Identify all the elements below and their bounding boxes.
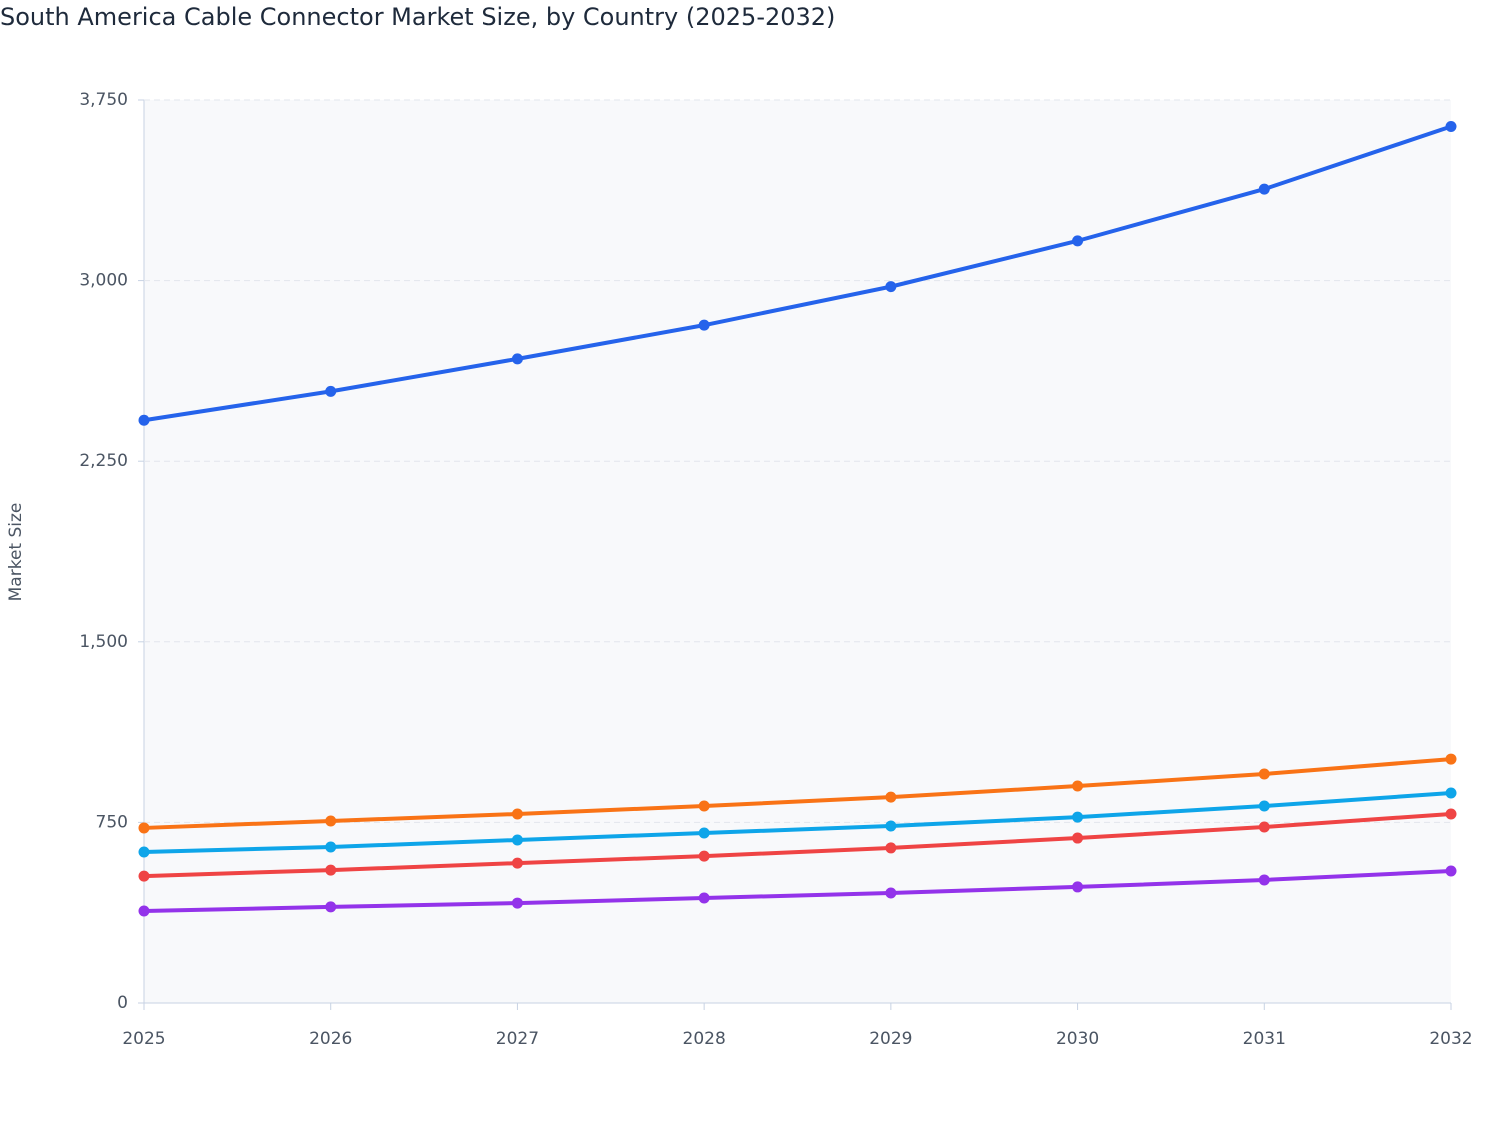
x-tick-label: 2030	[1056, 1029, 1099, 1049]
data-point	[1258, 821, 1270, 833]
data-point	[325, 815, 337, 827]
data-point	[138, 822, 150, 834]
series-line	[143, 869, 1452, 914]
series-line	[143, 811, 1452, 879]
data-point	[698, 827, 710, 839]
data-point	[138, 870, 150, 882]
data-point	[138, 414, 150, 426]
y-tick-label: 3,000	[79, 271, 128, 291]
data-point	[325, 841, 337, 853]
y-tick-label: 0	[117, 993, 128, 1013]
x-tick-label: 2032	[1429, 1029, 1472, 1049]
data-point	[511, 808, 523, 820]
data-point	[1072, 832, 1084, 844]
y-tick-label: 750	[96, 812, 128, 832]
data-point	[885, 791, 897, 803]
data-point	[1258, 183, 1270, 195]
chart-title: South America Cable Connector Market Siz…	[0, 3, 835, 31]
data-point	[511, 857, 523, 869]
data-point	[1072, 811, 1084, 823]
y-axis-title: Market Size	[6, 503, 26, 602]
data-point	[325, 901, 337, 913]
x-tick-label: 2025	[122, 1029, 165, 1049]
x-tick-label: 2027	[496, 1029, 539, 1049]
data-point	[1445, 865, 1457, 877]
data-point	[1445, 120, 1457, 132]
data-point	[1258, 874, 1270, 886]
y-tick-label: 2,250	[79, 451, 128, 471]
data-point	[698, 892, 710, 904]
x-tick-label: 2028	[683, 1029, 726, 1049]
x-tick-label: 2029	[869, 1029, 912, 1049]
data-point	[325, 385, 337, 397]
data-point	[698, 850, 710, 862]
data-point	[1072, 235, 1084, 247]
data-point	[1258, 800, 1270, 812]
data-point	[885, 842, 897, 854]
data-point	[698, 319, 710, 331]
data-point	[1445, 808, 1457, 820]
data-point	[325, 864, 337, 876]
series-line	[143, 757, 1452, 830]
y-tick-label: 1,500	[79, 632, 128, 652]
data-point	[138, 846, 150, 858]
data-point	[885, 281, 897, 293]
data-point	[885, 820, 897, 832]
data-point	[1445, 753, 1457, 765]
data-point	[698, 800, 710, 812]
data-point	[1072, 881, 1084, 893]
data-point	[511, 353, 523, 365]
data-point	[885, 887, 897, 899]
series-line	[143, 791, 1452, 855]
data-point	[511, 834, 523, 846]
data-point	[1072, 780, 1084, 792]
series-line	[143, 124, 1452, 423]
x-tick-label: 2026	[309, 1029, 352, 1049]
x-tick-label: 2031	[1243, 1029, 1286, 1049]
data-point	[138, 905, 150, 917]
plot-area	[144, 100, 1451, 1003]
data-point	[1258, 768, 1270, 780]
data-point	[511, 897, 523, 909]
data-point	[1445, 787, 1457, 799]
y-tick-label: 3,750	[79, 90, 128, 110]
